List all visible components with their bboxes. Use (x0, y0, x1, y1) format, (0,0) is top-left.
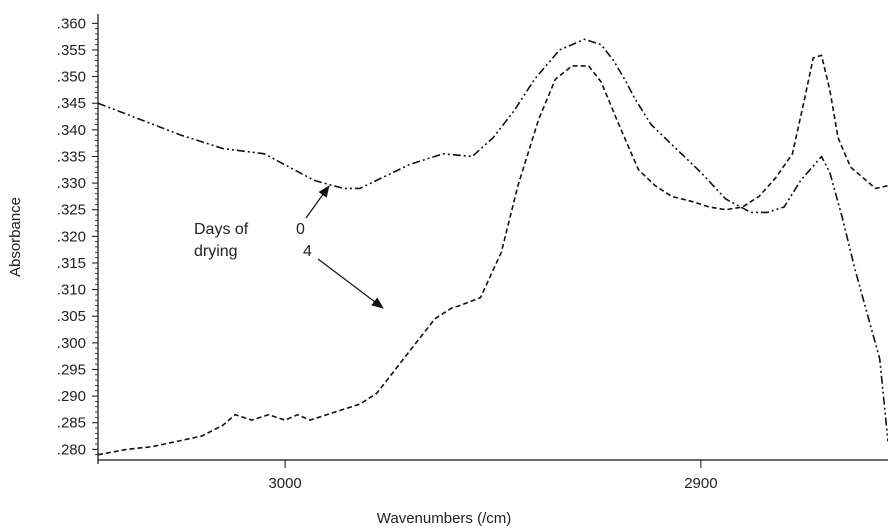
y-tick-label: .345 (57, 95, 86, 112)
y-tick-label: .335 (57, 148, 86, 165)
x-tick-label: 3000 (268, 475, 301, 492)
y-tick-label: .315 (57, 255, 86, 272)
y-tick-label: .350 (57, 69, 86, 86)
plot-lines (97, 38, 888, 456)
y-tick-label: .295 (57, 361, 86, 378)
series-line-4 (97, 54, 888, 456)
x-axis-title: Wavenumbers (/cm) (377, 510, 511, 527)
y-axis: .280 .285 .290 .295 .300 .305 .310 .315 .320 .325… (57, 14, 99, 464)
y-tick-label: .305 (57, 308, 86, 325)
annotation-marker-4: 4 (303, 243, 312, 260)
annotation-label-line1: Days of (194, 221, 249, 238)
y-tick-label: .340 (57, 122, 86, 139)
y-tick-label: .360 (57, 15, 86, 32)
x-tick-label: 2900 (684, 475, 717, 492)
y-tick-label: .285 (57, 415, 86, 432)
annotation-arrow-4 (317, 258, 384, 309)
x-axis: 3000 2900 (98, 459, 888, 492)
y-tick-label: .280 (57, 441, 86, 458)
y-tick-label: .320 (57, 228, 86, 245)
annotation-label-line2: drying (194, 243, 238, 260)
annotation-marker-0: 0 (296, 221, 305, 238)
y-tick-label: .355 (57, 42, 86, 59)
y-tick-label: .325 (57, 202, 86, 219)
y-tick-label: .290 (57, 388, 86, 405)
y-tick-label: .310 (57, 282, 86, 299)
series-line-0 (97, 38, 888, 442)
y-tick-label: .330 (57, 175, 86, 192)
annotation-arrow-0 (305, 185, 330, 219)
y-tick-label: .300 (57, 335, 86, 352)
y-axis-title: Absorbance (7, 197, 24, 277)
